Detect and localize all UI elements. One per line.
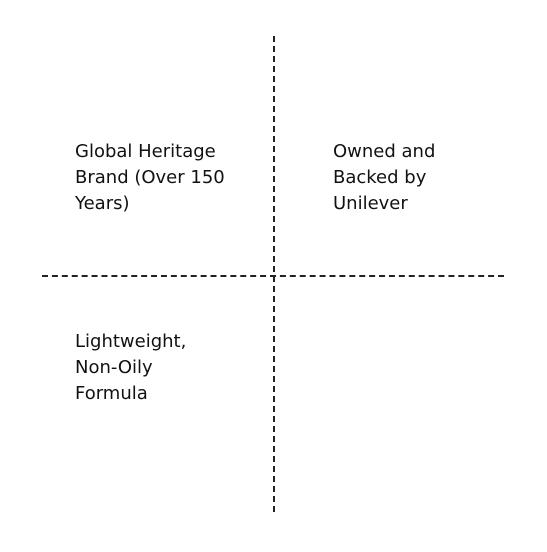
vertical-divider	[273, 36, 275, 512]
horizontal-divider	[42, 275, 504, 277]
quadrant-top-left-text: Global Heritage Brand (Over 150 Years)	[75, 141, 225, 214]
quadrant-top-right-text: Owned and Backed by Unilever	[333, 141, 436, 214]
quadrant-bottom-left-text: Lightweight, Non-Oily Formula	[75, 331, 187, 404]
